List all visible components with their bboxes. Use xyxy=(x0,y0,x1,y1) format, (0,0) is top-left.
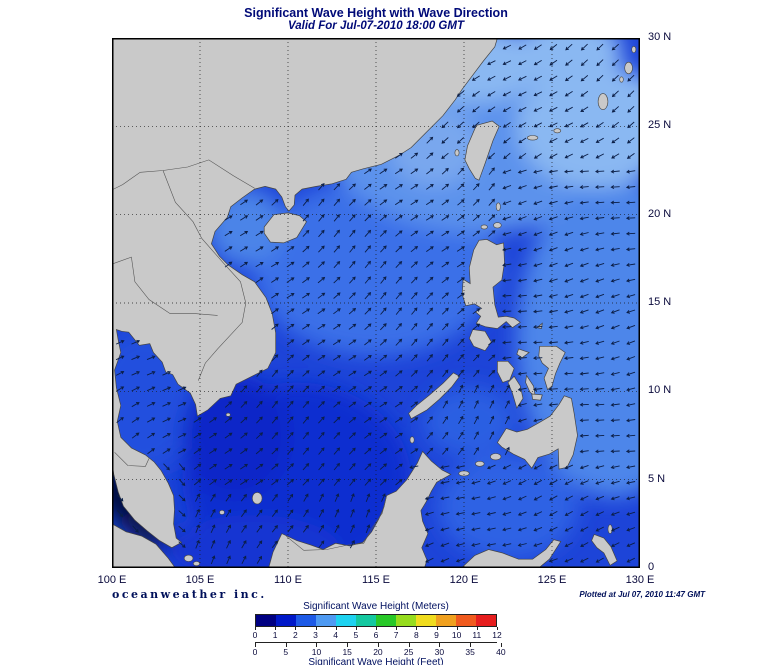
lon-tick-label: 110 E xyxy=(274,574,302,586)
feet-tickmark xyxy=(316,643,318,647)
meter-tickmark xyxy=(456,627,458,630)
lat-tick-label: 15 N xyxy=(648,296,672,308)
colorbar-segment xyxy=(456,615,476,626)
colorbar-segment xyxy=(296,615,316,626)
meter-tickmark xyxy=(295,627,297,630)
colorbar-segment xyxy=(356,615,376,626)
oceanweather-brand: oceanweather inc. xyxy=(112,588,267,601)
lon-tick-label: 125 E xyxy=(537,574,567,586)
meter-tick-value: 5 xyxy=(353,630,359,640)
feet-tick-value: 40 xyxy=(496,647,506,657)
meter-tick-value: 3 xyxy=(313,630,318,640)
feet-tick-value: 25 xyxy=(403,647,414,657)
lat-tick-label: 20 N xyxy=(648,207,672,220)
feet-tickmark xyxy=(500,643,502,647)
colorbar-segment xyxy=(336,615,356,626)
lon-tick-label: 120 E xyxy=(449,574,479,586)
meter-tickmark xyxy=(497,627,498,630)
meter-tickmark xyxy=(436,627,438,630)
lon-tick-label: 100 E xyxy=(97,574,127,586)
colorbar-segment xyxy=(436,615,456,626)
feet-tickmark xyxy=(285,643,287,647)
feet-tickmark xyxy=(347,643,349,647)
meter-tick-value: 11 xyxy=(472,630,482,640)
colorbar-meter-numbers: 0 1 2 3 4 5 6 7 8 9 10 11 12 xyxy=(252,630,502,640)
chart-subtitle: Valid For Jul-07-2010 18:00 GMT xyxy=(288,20,464,32)
feet-tick-value: 30 xyxy=(434,647,445,657)
meter-tickmark xyxy=(376,627,377,630)
feet-tick-value: 5 xyxy=(283,647,289,657)
meter-tickmark xyxy=(275,627,277,630)
colorbar-segment xyxy=(316,615,336,626)
meter-tick-value: 2 xyxy=(292,630,298,640)
colorbar-meter-tickmarks xyxy=(255,627,498,630)
meter-tick-value: 6 xyxy=(373,630,379,640)
meter-tick-value: 4 xyxy=(333,630,339,640)
colorbar-segment xyxy=(476,615,496,626)
feet-tickmark xyxy=(470,643,472,647)
feet-tick-value: 15 xyxy=(342,647,352,657)
lat-tick-label: 10 N xyxy=(648,384,672,397)
colorbar-segment xyxy=(396,615,416,626)
meter-tickmark xyxy=(355,627,357,630)
lat-tick-label: 30 N xyxy=(648,31,672,43)
meter-tick-value: 10 xyxy=(451,630,462,640)
meter-tick-value: 8 xyxy=(413,630,419,640)
feet-tickmark xyxy=(439,643,441,647)
legend-meters-label: Significant Wave Height (Meters) xyxy=(303,601,449,612)
meter-tickmark xyxy=(315,627,317,630)
meter-tickmark xyxy=(396,627,398,630)
feet-tickmark xyxy=(255,643,256,647)
feet-tick-value: 20 xyxy=(373,647,383,657)
chart-title: Significant Wave Height with Wave Direct… xyxy=(244,6,508,20)
feet-tickmark xyxy=(408,643,410,647)
lon-tick-label: 105 E xyxy=(185,574,215,586)
meter-tick-value: 0 xyxy=(252,630,258,640)
meter-tick-value: 12 xyxy=(492,630,502,640)
feet-tick-value: 10 xyxy=(311,647,322,657)
feet-tickmark xyxy=(377,643,379,647)
wave-map-svg xyxy=(112,38,640,568)
meter-tick-value: 1 xyxy=(272,630,278,640)
meter-tickmark xyxy=(416,627,418,630)
meter-tickmark xyxy=(335,627,337,630)
colorbar-feet-numbers: 0 5 10 15 20 25 30 35 40 xyxy=(252,647,506,657)
meter-tick-value: 7 xyxy=(393,630,399,640)
wave-map xyxy=(112,38,640,568)
lat-tick-label: 5 N xyxy=(648,472,666,485)
plotted-timestamp: Plotted at Jul 07, 2010 11:47 GMT xyxy=(579,590,705,599)
colorbar-segment xyxy=(256,615,276,626)
colorbar-segment xyxy=(276,615,296,626)
feet-tick-value: 35 xyxy=(465,647,475,657)
feet-axis-line xyxy=(255,642,502,647)
meter-tickmark xyxy=(476,627,478,630)
colorbar-segment xyxy=(416,615,436,626)
lon-tick-label: 115 E xyxy=(362,574,390,586)
feet-tick-value: 0 xyxy=(252,647,258,657)
lat-tick-label: 0 xyxy=(648,561,655,573)
lon-tick-label: 130 E xyxy=(625,574,655,586)
meter-tickmark xyxy=(255,627,256,630)
lat-tick-label: 25 N xyxy=(648,119,672,132)
colorbar-segment xyxy=(376,615,396,626)
meter-tick-value: 9 xyxy=(434,630,439,640)
legend-feet-label: Significant Wave Height (Feet) xyxy=(308,657,444,665)
colorbar xyxy=(255,614,497,627)
